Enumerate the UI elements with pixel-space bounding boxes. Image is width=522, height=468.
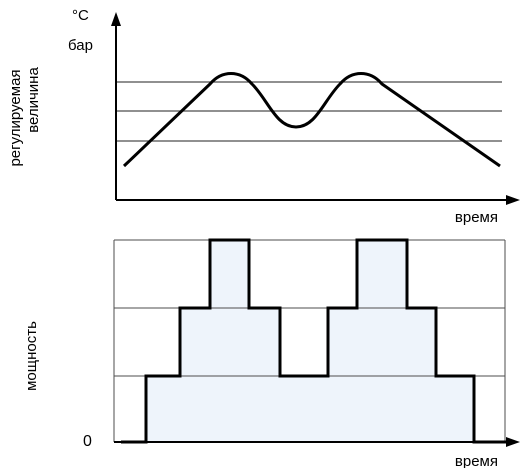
- controlled-variable-panel: °C бар регулируемая величина время: [7, 7, 520, 226]
- controlled-variable-curve: [122, 72, 501, 168]
- power-x-axis-arrow-icon: [506, 437, 520, 447]
- x-axis-label-time-bottom: время: [455, 453, 498, 468]
- unit-label-bar: бар: [68, 37, 93, 54]
- y-axis-arrow-icon: [111, 12, 121, 26]
- y-axis-label-line-1: регулируемая: [7, 69, 24, 166]
- x-axis-label-time-top: время: [455, 209, 498, 226]
- zero-label: 0: [83, 433, 92, 450]
- x-axis-arrow-icon: [506, 195, 520, 205]
- power-area-fill: [141, 240, 474, 442]
- power-step-line: [121, 238, 506, 444]
- power-y-axis-label: мощность: [23, 321, 40, 391]
- unit-label-celsius: °C: [72, 7, 89, 24]
- y-axis-label-line-2: величина: [25, 67, 42, 133]
- power-panel: мощность 0 время: [23, 238, 520, 468]
